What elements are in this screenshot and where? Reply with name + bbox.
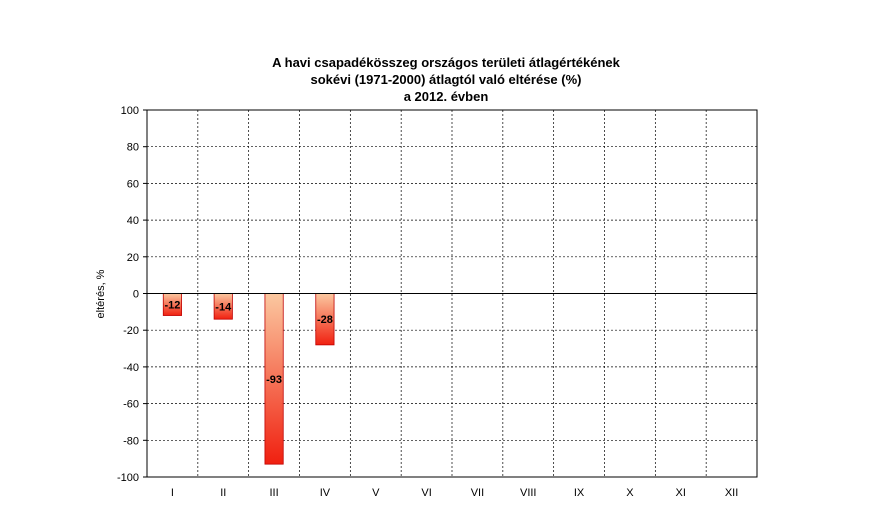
x-tick-label: II xyxy=(220,487,226,499)
x-tick-label: XI xyxy=(676,487,686,499)
x-tick-label: X xyxy=(626,487,634,499)
x-tick-label: III xyxy=(269,487,278,499)
x-tick-label: IX xyxy=(574,487,585,499)
x-tick-label: I xyxy=(171,487,174,499)
y-tick-label: 0 xyxy=(133,289,139,301)
chart-title-line-2: sokévi (1971-2000) átlagtól való eltérés… xyxy=(310,72,582,87)
x-tick-label: VIII xyxy=(520,487,537,499)
y-tick-label: 20 xyxy=(127,252,139,264)
y-tick-label: -80 xyxy=(123,435,139,447)
x-tick-label: IV xyxy=(320,487,331,499)
data-label-I: -12 xyxy=(164,300,180,312)
y-tick-label: -60 xyxy=(123,399,139,411)
data-label-IV: -28 xyxy=(317,314,333,326)
data-label-III: -93 xyxy=(266,374,282,386)
x-tick-label: XII xyxy=(725,487,738,499)
x-tick-label: VII xyxy=(471,487,484,499)
y-tick-label: 60 xyxy=(127,178,139,190)
y-tick-label: 100 xyxy=(121,105,139,117)
chart-title-line-1: A havi csapadékösszeg országos területi … xyxy=(272,55,620,70)
y-tick-label: -20 xyxy=(123,325,139,337)
y-tick-label: -40 xyxy=(123,362,139,374)
y-tick-label: -100 xyxy=(117,472,139,484)
chart-title: A havi csapadékösszeg országos területi … xyxy=(0,54,892,105)
x-tick-label: VI xyxy=(421,487,431,499)
x-tick-label: V xyxy=(372,487,380,499)
y-tick-label: 40 xyxy=(127,215,139,227)
chart-title-line-3: a 2012. évben xyxy=(403,89,489,104)
y-tick-label: 80 xyxy=(127,142,139,154)
data-label-II: -14 xyxy=(215,301,232,313)
y-axis-label: eltérés, % xyxy=(95,269,107,318)
